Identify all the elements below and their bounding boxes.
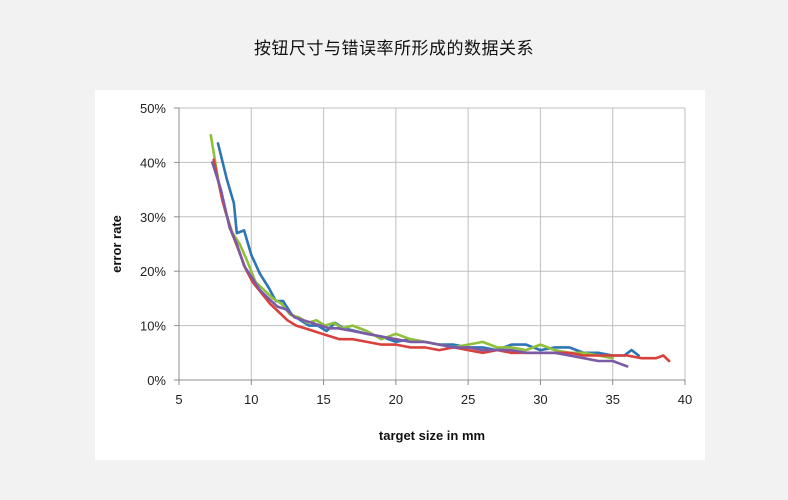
y-tick-label: 0% bbox=[147, 373, 166, 388]
y-tick-label: 20% bbox=[140, 264, 166, 279]
gridlines bbox=[179, 107, 686, 380]
series-line-1 bbox=[216, 142, 641, 357]
x-tick-label: 15 bbox=[316, 392, 330, 407]
x-tick-label: 10 bbox=[244, 392, 258, 407]
x-axis-title: target size in mm bbox=[379, 428, 485, 443]
error-rate-line-chart: 5 10 15 20 25 30 35 40 0% 10% 20% 30% 40% 50% target … bbox=[109, 101, 692, 443]
page-title: 按钮尺寸与错误率所形成的数据关系 bbox=[254, 39, 534, 59]
x-tick-label: 30 bbox=[533, 392, 547, 407]
x-tick-label: 5 bbox=[175, 392, 182, 407]
y-tick-label: 50% bbox=[140, 101, 166, 116]
x-tick-label: 25 bbox=[461, 392, 475, 407]
y-tick-label: 30% bbox=[140, 210, 166, 225]
chart-panel: 5 10 15 20 25 30 35 40 0% 10% 20% 30% 40% 50% target … bbox=[95, 90, 705, 460]
y-tick-label: 40% bbox=[140, 155, 166, 170]
x-tick-label: 40 bbox=[678, 392, 692, 407]
tick-labels: 5 10 15 20 25 30 35 40 0% 10% 20% 30% 40% 50% bbox=[140, 101, 692, 407]
series-line-4 bbox=[211, 161, 629, 368]
y-tick-label: 10% bbox=[140, 319, 166, 334]
axes bbox=[174, 107, 686, 385]
x-tick-label: 20 bbox=[389, 392, 403, 407]
series-line-3 bbox=[212, 158, 671, 363]
y-axis-title: error rate bbox=[109, 215, 124, 273]
series-lines bbox=[209, 133, 671, 368]
series-line-2 bbox=[209, 133, 615, 360]
x-tick-label: 35 bbox=[605, 392, 619, 407]
